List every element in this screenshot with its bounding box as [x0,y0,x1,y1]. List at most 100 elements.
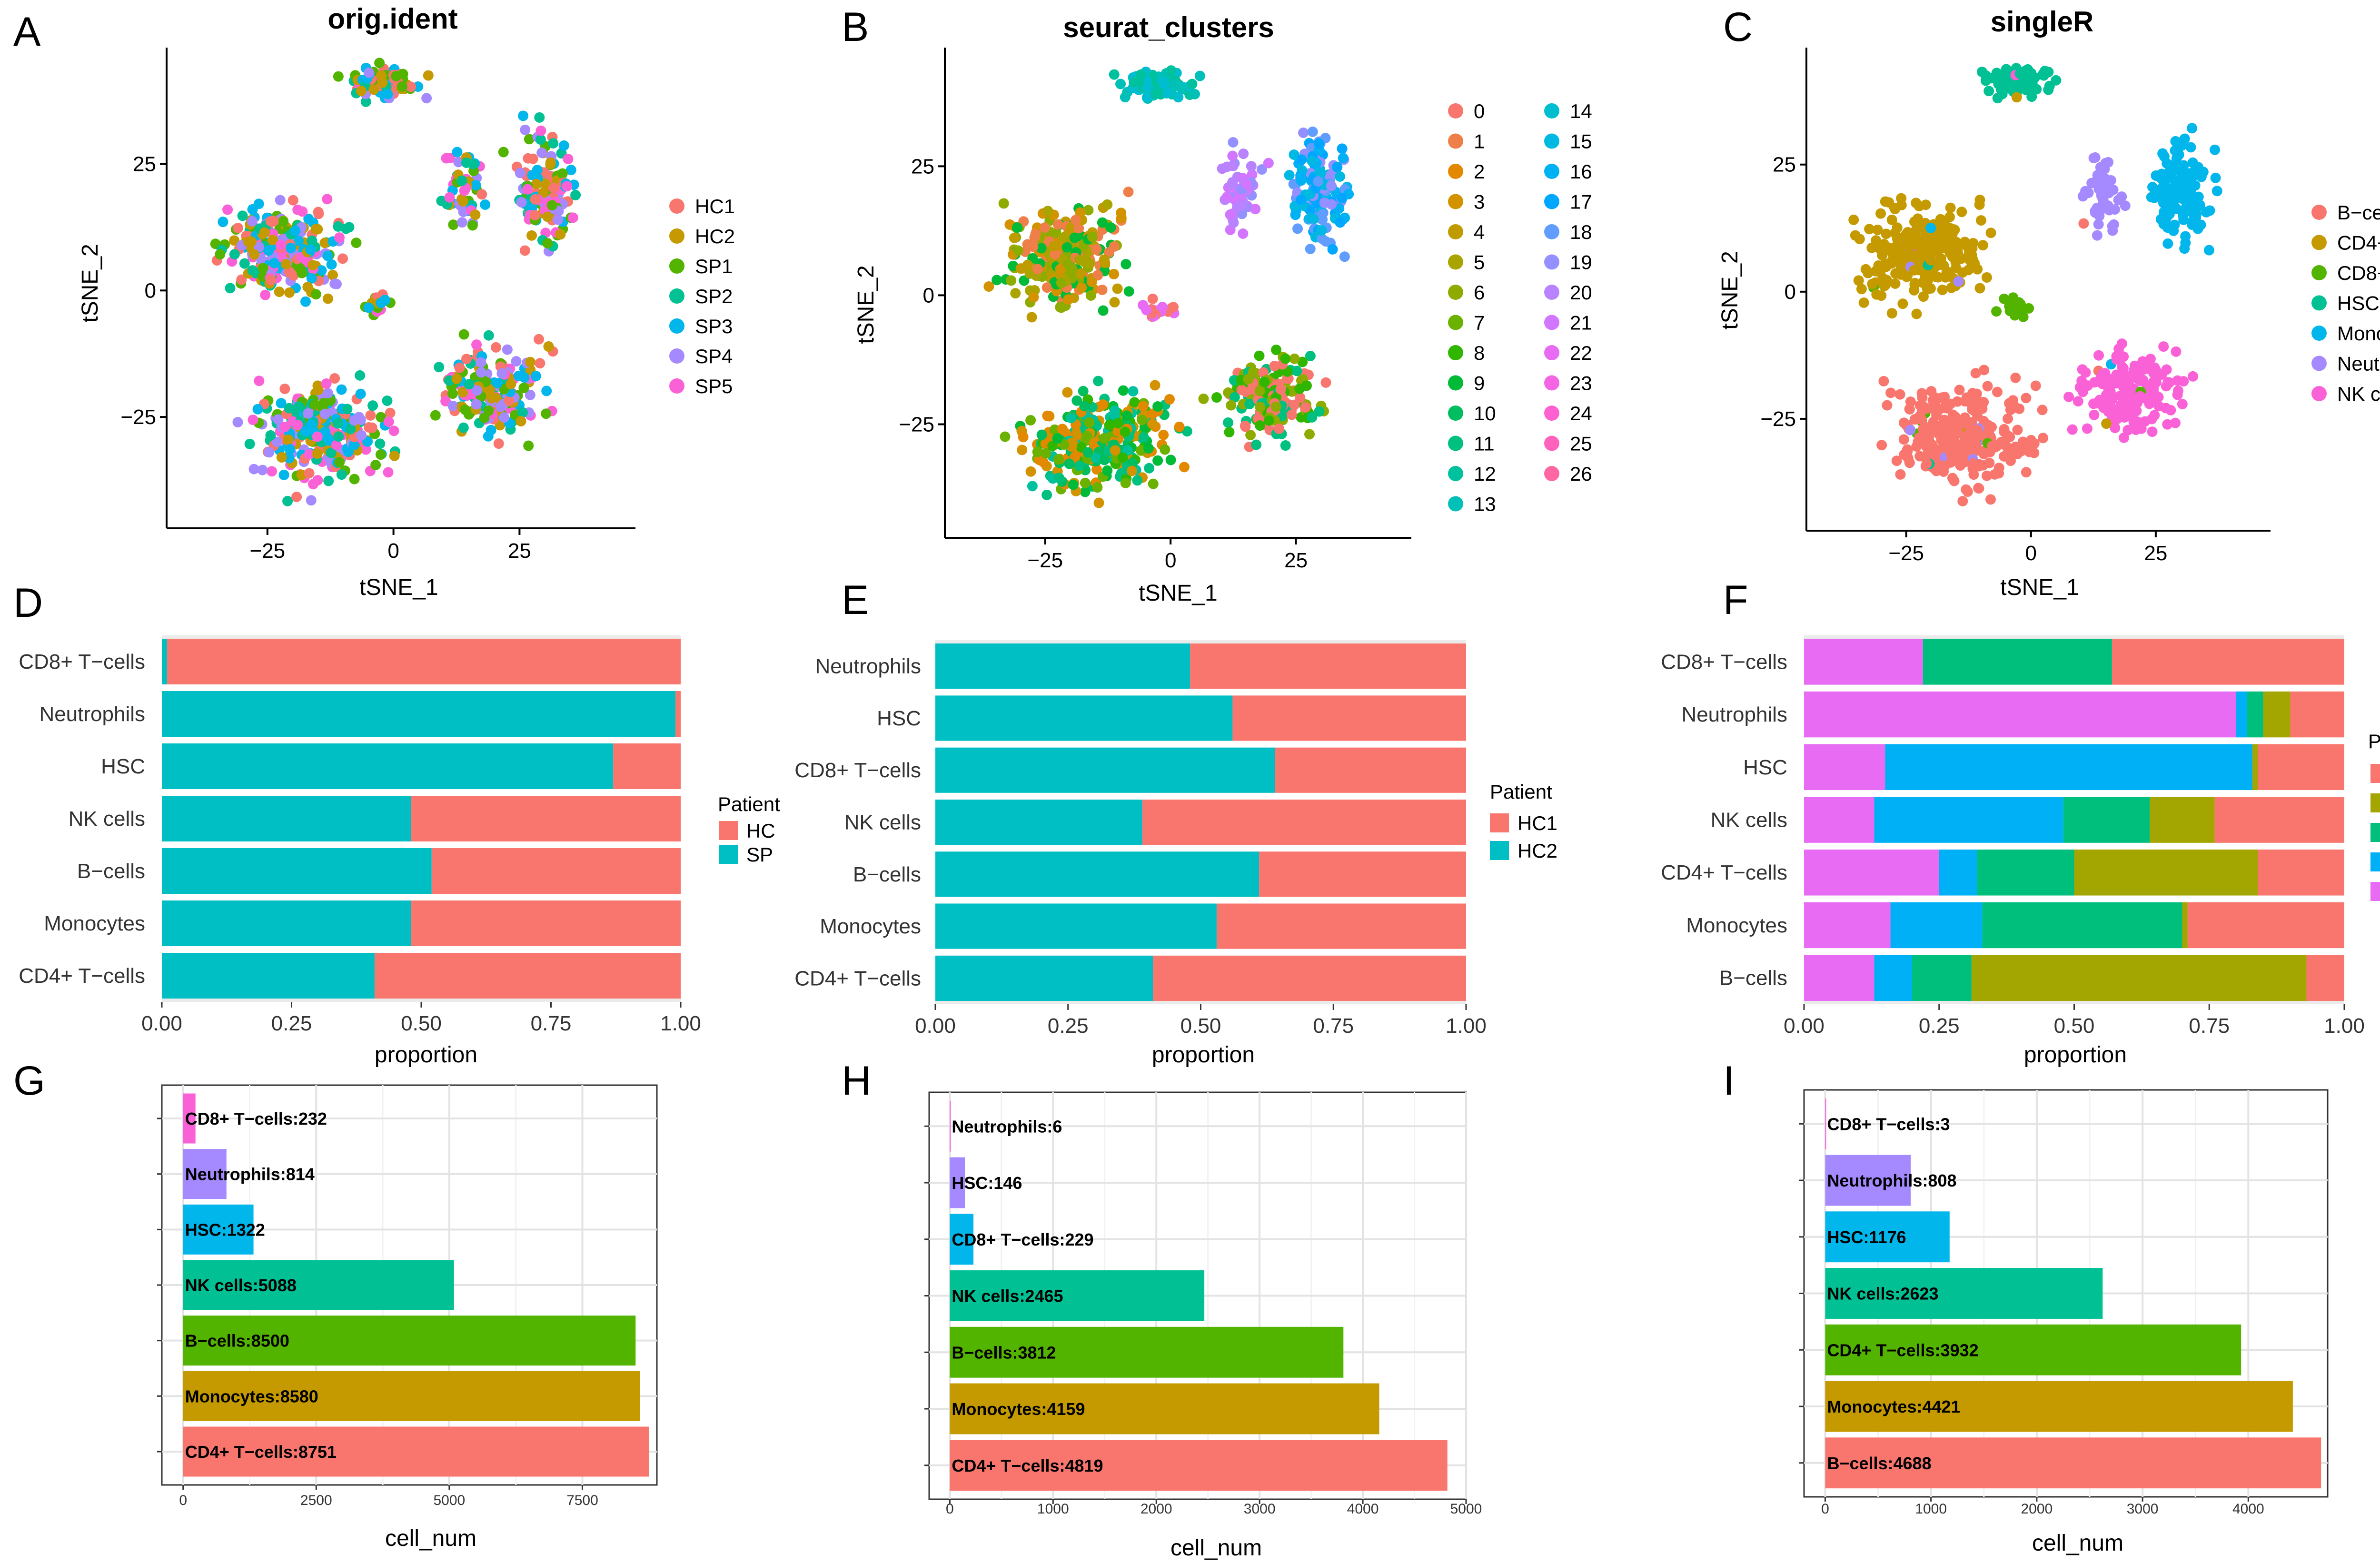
bar-monocytes [950,1383,1379,1434]
scatter-point [307,235,317,246]
scatter-point [2010,372,2021,383]
scatter-point [309,399,320,410]
scatter-point [2153,401,2164,412]
scatter-point [351,237,362,248]
scatter-point [1320,377,1331,388]
scatter-point [333,71,344,82]
x-axis-label-g: cell_num [385,1526,476,1551]
scatter-point [1327,244,1338,255]
y-tick-label: 0 [145,279,156,302]
scatter-point [1270,401,1281,412]
x-tick-label: 3000 [1244,1501,1276,1517]
bar-b-cells [183,1316,636,1366]
bar-label-nk-cells: NK cells:5088 [185,1276,297,1295]
x-tick-label: 25 [1284,549,1308,572]
scatter-point [323,475,334,486]
scatter-point [2104,205,2115,216]
scatter-point [1098,305,1109,316]
bar-label-hsc: HSC:1322 [185,1220,265,1239]
scatter-point [1916,414,1927,425]
scatter-point [1018,432,1029,443]
scatter-point [2103,181,2114,192]
legend-dot-0 [1448,103,1463,119]
scatter-point [1982,381,1993,392]
scatter-point [456,175,467,186]
scatter-point [1081,254,1091,265]
x-tick-label: 0.25 [1919,1014,1960,1038]
scatter-point [506,379,516,390]
scatter-point [1098,399,1109,410]
scatter-point [1061,242,1072,253]
scatter-point [1259,376,1270,387]
legend-dot-b-cells [2311,205,2327,220]
bar-segment-hsc-sp1 [2258,744,2344,791]
scatter-point [2019,82,2030,93]
scatter-point [1097,284,1108,295]
scatter-point [2185,142,2196,153]
scatter-point [2157,148,2168,159]
scatter-point [1159,78,1170,89]
scatter-point [557,168,568,179]
scatter-point [321,378,332,389]
scatter-point [570,189,581,200]
scatter-point [1999,424,2010,435]
scatter-point [1904,457,1915,468]
scatter-point [2210,172,2221,183]
scatter-point [225,283,236,294]
scatter-point [1970,368,1981,379]
scatter-point [388,425,399,436]
legend-swatch-hc2 [1490,841,1509,860]
panel-label-c: C [1723,4,1753,50]
scatter-point [464,379,475,390]
scatter-point [2093,350,2104,361]
legend-swatch-sp3 [2370,823,2380,842]
scatter-point [249,249,260,260]
scatter-point [495,401,506,412]
scatter-point [2166,196,2177,207]
scatter-point [313,207,324,218]
scatter-point [444,192,455,203]
y-tick-label: 0 [1785,280,1796,304]
scatter-point [1246,161,1257,172]
scatter-point [1000,431,1011,442]
scatter-point [2162,238,2173,249]
bar-segment-nk-cells-sp3 [2063,797,2150,843]
scatter-point [265,430,276,441]
scatter-point [1289,353,1300,364]
x-tick-label: 0.00 [1784,1014,1825,1038]
scatter-point [305,244,316,255]
scatter-point [2093,376,2104,387]
scatter-point [278,216,289,227]
scatter-point [319,408,330,419]
scatter-point [2004,306,2015,317]
scatter-point [1093,376,1104,386]
scatter-point [375,449,386,460]
bar-segment-cd4-t-cells-sp4 [1939,849,1977,896]
x-tick-label: 0 [387,539,399,563]
scatter-point [1933,272,1944,283]
scatter-point [1243,374,1254,385]
scatter-point [1992,386,2003,397]
scatter-point [247,265,258,276]
legend-dot-18 [1544,224,1559,239]
scatter-point [278,469,289,480]
bar-segment-nk-cells-hc2 [935,799,1142,845]
scatter-point [1109,410,1120,421]
bar-hsc [183,1204,254,1255]
scatter-point [470,180,481,191]
scatter-point [1911,198,1922,208]
x-tick-label: 0 [1165,549,1176,572]
bar-segment-hsc-hc2 [935,695,1233,741]
scatter-point [356,86,367,97]
bar-label-cd8-t-cells: CD8+ T−cells:229 [952,1230,1093,1249]
scatter-point [319,426,330,437]
scatter-point [517,407,528,418]
x-axis-label-h: cell_num [1170,1535,1262,1561]
scatter-point [2093,219,2104,230]
scatter-point [1986,441,1997,452]
scatter-point [461,354,472,365]
legend-label-14: 14 [1570,100,1592,122]
scatter-point [1116,208,1127,218]
bar-segment-cd4-t-cells-sp1 [2258,849,2344,896]
scatter-point [1053,454,1064,465]
